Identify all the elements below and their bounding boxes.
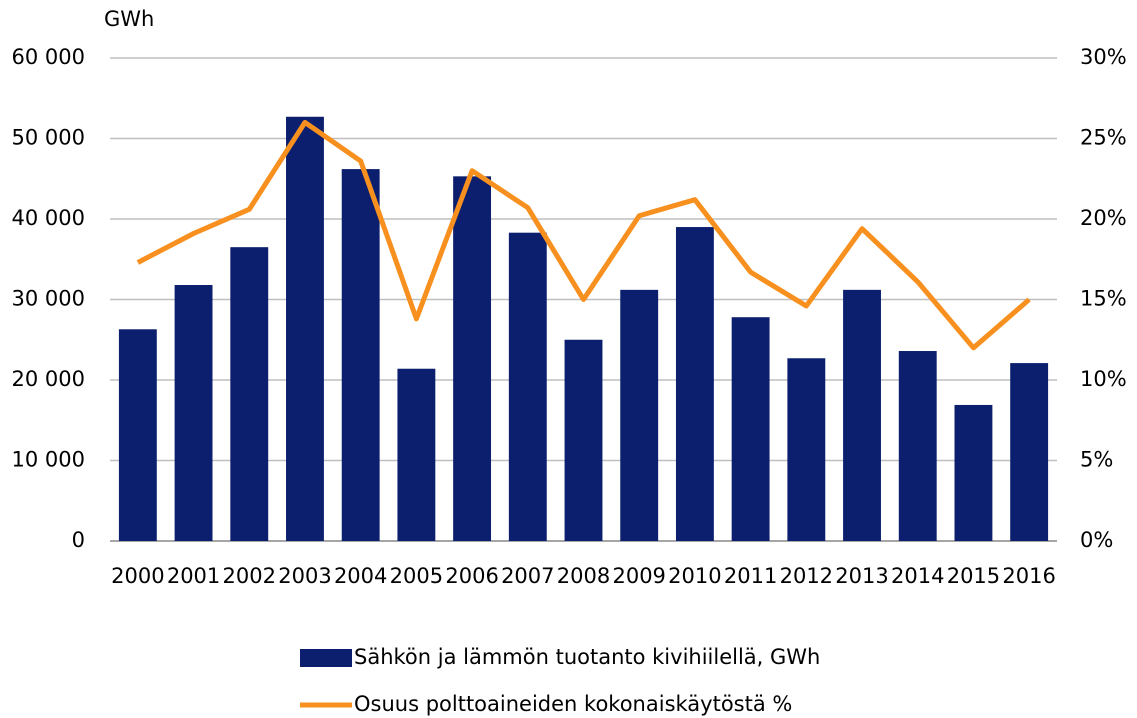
bar: [1010, 363, 1049, 541]
y2-tick-label: 10%: [1080, 367, 1127, 391]
y2-tick-label: 20%: [1080, 206, 1127, 230]
legend-label: Osuus polttoaineiden kokonaiskäytöstä %: [354, 692, 792, 716]
bar: [843, 289, 881, 541]
bar: [397, 368, 436, 541]
y-tick-label: 60 000: [12, 45, 85, 69]
y-axis-label: GWh: [104, 7, 154, 31]
bar: [118, 329, 157, 541]
y-tick-label: 0: [72, 528, 85, 552]
bar: [675, 227, 714, 542]
bar: [731, 317, 770, 541]
x-tick-label: 2005: [390, 564, 443, 588]
bar: [954, 404, 993, 541]
bar: [620, 289, 659, 541]
bar: [230, 247, 269, 542]
bar: [453, 176, 492, 541]
x-tick-label: 2012: [780, 564, 833, 588]
y2-tick-label: 5%: [1080, 448, 1113, 472]
x-tick-label: 2008: [557, 564, 610, 588]
y2-tick-label: 25%: [1080, 126, 1127, 150]
x-tick-label: 2014: [891, 564, 944, 588]
legend-label: Sähkön ja lämmön tuotanto kivihiilellä, …: [354, 645, 820, 669]
x-tick-label: 2003: [278, 564, 331, 588]
bar: [898, 351, 937, 541]
x-tick-label: 2016: [1002, 564, 1055, 588]
y2-tick-label: 15%: [1080, 287, 1127, 311]
bar: [787, 358, 826, 541]
x-tick-label: 2007: [501, 564, 554, 588]
y-tick-label: 40 000: [12, 206, 85, 230]
x-tick-label: 2011: [724, 564, 777, 588]
y2-tick-label: 0%: [1080, 528, 1113, 552]
x-tick-label: 2002: [223, 564, 276, 588]
x-tick-label: 2001: [167, 564, 220, 588]
line: [136, 119, 1031, 351]
bar: [286, 116, 324, 541]
x-tick-label: 2006: [445, 564, 498, 588]
y-tick-label: 10 000: [12, 448, 85, 472]
x-tick-label: 2013: [835, 564, 888, 588]
x-tick-label: 2015: [947, 564, 1000, 588]
y-tick-label: 30 000: [12, 287, 85, 311]
x-tick-label: 2004: [334, 564, 387, 588]
y-tick-label: 20 000: [12, 367, 85, 391]
legend-swatch: [300, 649, 352, 667]
x-tick-label: 2000: [111, 564, 164, 588]
x-tick-label: 2009: [612, 564, 665, 588]
bar: [564, 339, 603, 541]
bar: [341, 169, 380, 541]
bar: [508, 232, 547, 541]
bar: [174, 285, 213, 541]
y2-tick-label: 30%: [1080, 45, 1127, 69]
y-tick-label: 50 000: [12, 126, 85, 150]
x-tick-label: 2010: [668, 564, 721, 588]
